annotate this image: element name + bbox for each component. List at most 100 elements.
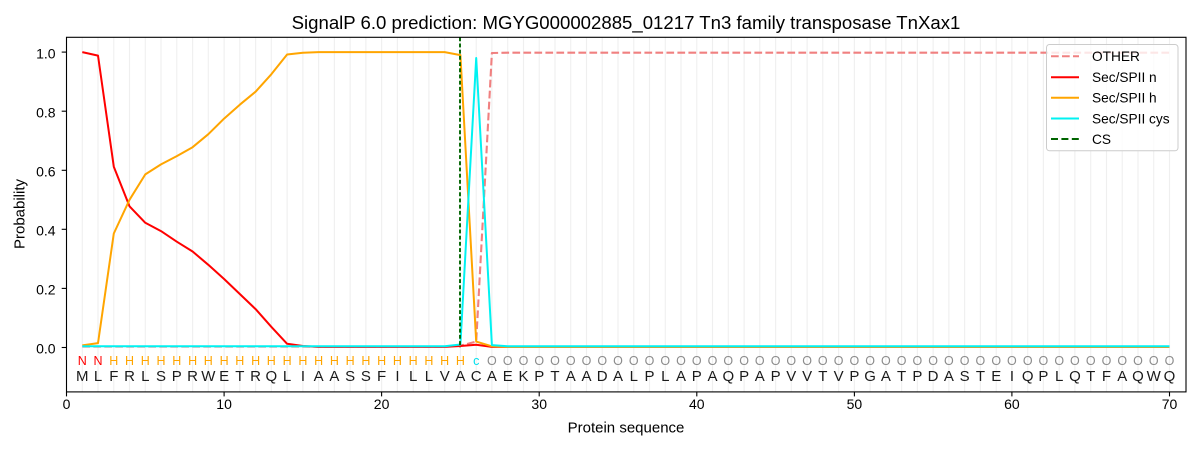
svg-text:O: O: [723, 354, 733, 368]
svg-text:60: 60: [1004, 396, 1020, 412]
svg-text:H: H: [156, 354, 165, 368]
svg-text:O: O: [755, 354, 765, 368]
svg-text:O: O: [645, 354, 655, 368]
svg-text:H: H: [109, 354, 118, 368]
svg-text:T: T: [897, 368, 906, 385]
svg-text:O: O: [850, 354, 860, 368]
svg-text:O: O: [739, 354, 749, 368]
svg-text:L: L: [409, 368, 417, 385]
svg-text:S: S: [960, 368, 970, 385]
svg-text:R: R: [124, 368, 135, 385]
svg-text:50: 50: [847, 396, 863, 412]
svg-text:0.2: 0.2: [36, 282, 56, 298]
svg-text:W: W: [1147, 368, 1162, 385]
svg-text:L: L: [630, 368, 638, 385]
svg-text:O: O: [865, 354, 875, 368]
svg-text:A: A: [944, 368, 954, 385]
svg-text:O: O: [771, 354, 781, 368]
svg-text:O: O: [582, 354, 592, 368]
svg-text:OTHER: OTHER: [1092, 49, 1140, 64]
svg-text:I: I: [1010, 368, 1014, 385]
svg-text:O: O: [1102, 354, 1112, 368]
svg-text:L: L: [1055, 368, 1063, 385]
svg-text:Q: Q: [1132, 368, 1144, 385]
svg-text:A: A: [566, 368, 576, 385]
svg-text:H: H: [377, 354, 386, 368]
svg-text:Sec/SPII n: Sec/SPII n: [1092, 70, 1157, 85]
svg-text:O: O: [660, 354, 670, 368]
svg-text:H: H: [188, 354, 197, 368]
svg-text:O: O: [487, 354, 497, 368]
svg-text:E: E: [219, 368, 229, 385]
svg-text:H: H: [267, 354, 276, 368]
svg-text:O: O: [786, 354, 796, 368]
svg-text:H: H: [235, 354, 244, 368]
svg-text:O: O: [692, 354, 702, 368]
svg-text:A: A: [581, 368, 591, 385]
svg-text:O: O: [834, 354, 844, 368]
svg-text:SignalP 6.0 prediction: MGYG00: SignalP 6.0 prediction: MGYG000002885_01…: [292, 12, 961, 34]
svg-text:H: H: [220, 354, 229, 368]
svg-text:20: 20: [374, 396, 390, 412]
svg-text:O: O: [550, 354, 560, 368]
svg-text:Protein sequence: Protein sequence: [568, 419, 685, 436]
svg-text:H: H: [172, 354, 181, 368]
svg-text:V: V: [786, 368, 796, 385]
svg-text:P: P: [739, 368, 749, 385]
svg-text:H: H: [409, 354, 418, 368]
svg-text:H: H: [424, 354, 433, 368]
svg-text:Sec/SPII h: Sec/SPII h: [1092, 91, 1157, 106]
svg-text:O: O: [519, 354, 529, 368]
svg-text:T: T: [550, 368, 559, 385]
svg-text:0: 0: [63, 396, 71, 412]
svg-text:A: A: [1117, 368, 1127, 385]
svg-text:V: V: [440, 368, 450, 385]
svg-text:0.4: 0.4: [36, 223, 56, 239]
svg-text:Q: Q: [722, 368, 734, 385]
svg-text:N: N: [93, 354, 102, 368]
svg-text:c: c: [473, 354, 479, 368]
svg-text:H: H: [330, 354, 339, 368]
svg-text:O: O: [503, 354, 513, 368]
svg-text:O: O: [1070, 354, 1080, 368]
svg-text:O: O: [1086, 354, 1096, 368]
svg-text:V: V: [802, 368, 812, 385]
svg-text:CS: CS: [1092, 132, 1111, 147]
svg-text:O: O: [1054, 354, 1064, 368]
svg-text:P: P: [644, 368, 654, 385]
svg-text:R: R: [187, 368, 198, 385]
svg-text:0.8: 0.8: [36, 104, 56, 120]
svg-text:Q: Q: [265, 368, 277, 385]
svg-text:I: I: [395, 368, 399, 385]
svg-text:O: O: [708, 354, 718, 368]
svg-text:F: F: [109, 368, 118, 385]
svg-text:O: O: [1149, 354, 1159, 368]
svg-text:Q: Q: [1069, 368, 1081, 385]
svg-text:O: O: [897, 354, 907, 368]
svg-text:O: O: [1039, 354, 1049, 368]
svg-text:O: O: [1023, 354, 1033, 368]
svg-text:A: A: [455, 368, 465, 385]
svg-text:H: H: [125, 354, 134, 368]
svg-text:H: H: [283, 354, 292, 368]
svg-text:P: P: [534, 368, 544, 385]
svg-text:F: F: [1102, 368, 1111, 385]
svg-text:V: V: [834, 368, 844, 385]
svg-text:T: T: [235, 368, 244, 385]
svg-text:L: L: [283, 368, 291, 385]
svg-text:O: O: [818, 354, 828, 368]
svg-text:E: E: [991, 368, 1001, 385]
svg-text:A: A: [676, 368, 686, 385]
svg-text:A: A: [613, 368, 623, 385]
svg-text:O: O: [976, 354, 986, 368]
svg-text:O: O: [534, 354, 544, 368]
svg-text:L: L: [425, 368, 433, 385]
svg-text:A: A: [881, 368, 891, 385]
svg-text:Sec/SPII cys: Sec/SPII cys: [1092, 111, 1170, 126]
svg-text:O: O: [944, 354, 954, 368]
svg-text:A: A: [707, 368, 717, 385]
svg-text:I: I: [301, 368, 305, 385]
svg-text:P: P: [692, 368, 702, 385]
svg-text:O: O: [913, 354, 923, 368]
svg-text:O: O: [613, 354, 623, 368]
